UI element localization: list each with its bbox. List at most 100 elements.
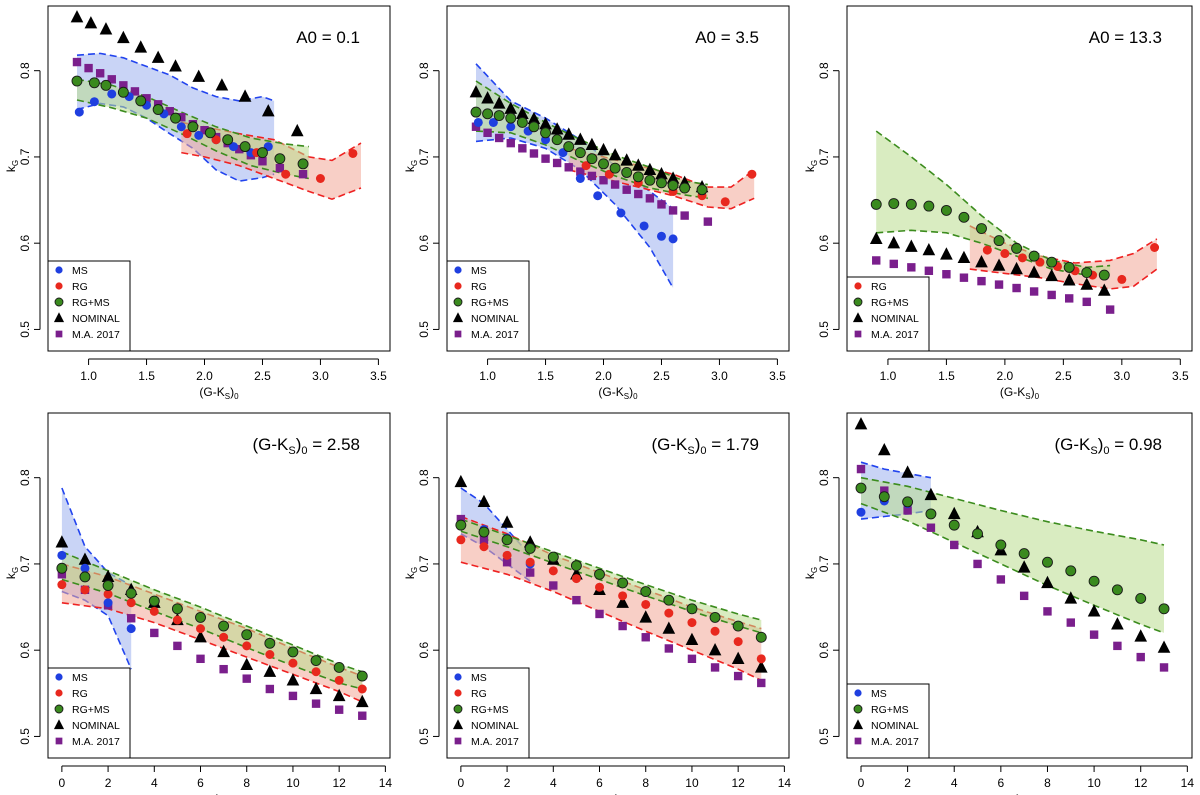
point-nominal — [957, 250, 971, 264]
point-m-a-2017 — [950, 540, 959, 550]
point-m-a-2017 — [1047, 290, 1056, 300]
x-tick-label: 14 — [1181, 776, 1195, 790]
y-tick-label: 0.7 — [417, 555, 431, 572]
point-nominal — [854, 417, 868, 430]
point-m-a-2017 — [483, 128, 492, 137]
point-rg-ms — [656, 177, 667, 189]
point-nominal — [877, 442, 891, 456]
point-ms — [80, 563, 90, 573]
point-nominal — [78, 552, 92, 565]
y-tick-label: 0.5 — [817, 321, 831, 338]
point-rg — [1117, 274, 1127, 284]
point-nominal — [1157, 640, 1171, 653]
point-rg-ms — [125, 587, 137, 599]
point-ms — [194, 130, 204, 140]
x-tick-label: 6 — [197, 776, 204, 790]
point-m-a-2017 — [288, 691, 298, 701]
point-nominal — [1041, 575, 1054, 589]
panel-title: (G-KS)0 = 1.79 — [652, 435, 760, 457]
point-nominal — [454, 474, 468, 488]
point-rg — [281, 169, 291, 179]
point-nominal — [504, 101, 518, 114]
legend-label: NOMINAL — [72, 313, 120, 325]
legend-label: RG — [72, 688, 88, 700]
point-rg-ms — [640, 586, 652, 597]
point-rg-ms — [958, 211, 970, 223]
point-nominal — [685, 632, 699, 646]
x-axis-label: A0 — [213, 792, 226, 795]
point-rg-ms — [470, 106, 482, 118]
legend-label: RG+MS — [871, 297, 909, 309]
legend-label: NOMINAL — [72, 720, 120, 732]
point-m-a-2017 — [996, 575, 1006, 584]
point-m-a-2017 — [242, 674, 251, 683]
legend-label: RG+MS — [72, 704, 110, 716]
panel-title: A0 = 0.1 — [296, 28, 360, 47]
point-rg-ms — [195, 611, 206, 623]
point-m-a-2017 — [872, 256, 881, 265]
point-rg — [149, 606, 159, 616]
point-nominal — [309, 681, 323, 695]
x-axis-label: (G-KS)0 — [1000, 385, 1040, 401]
point-ms — [668, 234, 678, 244]
point-rg — [219, 632, 229, 642]
point-m-a-2017 — [502, 558, 512, 567]
point-rg-ms — [1111, 584, 1123, 596]
point-nominal — [539, 117, 552, 130]
plot-frame — [846, 5, 1193, 352]
point-nominal — [852, 719, 864, 730]
point-rg-ms — [170, 112, 181, 124]
legend-label: NOMINAL — [871, 313, 919, 325]
point-rg — [720, 197, 730, 207]
point-m-a-2017 — [907, 263, 916, 272]
point-nominal — [84, 16, 98, 29]
point-m-a-2017 — [494, 133, 504, 143]
point-rg — [172, 615, 182, 625]
panel-title: (G-KS)0 = 2.58 — [253, 435, 361, 457]
legend-label: RG+MS — [72, 297, 110, 309]
band-rg-lower — [460, 561, 762, 682]
x-tick-label: 6 — [998, 776, 1005, 790]
legend-label: M.A. 2017 — [871, 329, 919, 341]
point-rg-ms — [187, 121, 199, 133]
point-m-a-2017 — [219, 664, 228, 674]
y-tick-label: 0.5 — [18, 728, 32, 745]
legend-label: NOMINAL — [471, 313, 519, 325]
point-nominal — [901, 465, 914, 478]
point-nominal — [620, 153, 634, 166]
point-m-a-2017 — [1159, 663, 1169, 672]
y-tick-label: 0.8 — [417, 469, 431, 486]
point-nominal — [924, 487, 938, 501]
point-nominal — [261, 104, 275, 117]
band-rgms-lower — [876, 229, 1111, 276]
point-m-a-2017 — [1082, 297, 1091, 307]
point-m-a-2017 — [456, 514, 466, 524]
point-rg-ms — [453, 704, 463, 714]
panel-6: 0 2 4 6 8 10 12 14 A0 0.5 0.6 0.7 0.8 kG (G-KS)0 = 0.9… — [803, 412, 1195, 795]
point-nominal — [452, 719, 464, 730]
point-ms — [616, 208, 626, 218]
legend: MS RG+MS NOMINAL M.A. 2017 — [846, 683, 930, 759]
point-nominal — [731, 651, 745, 664]
point-nominal — [585, 137, 599, 151]
point-rg-ms — [888, 198, 900, 209]
point-nominal — [608, 148, 622, 161]
x-tick-label: 2.0 — [595, 369, 612, 383]
point-rg — [55, 689, 63, 697]
point-ms — [575, 174, 585, 183]
point-m-a-2017 — [72, 57, 82, 67]
point-m-a-2017 — [57, 570, 67, 579]
panel-title: A0 = 13.3 — [1089, 28, 1162, 47]
point-m-a-2017 — [973, 559, 982, 569]
point-nominal — [947, 506, 961, 520]
point-rg-ms — [853, 297, 863, 307]
point-rg-ms — [239, 141, 251, 153]
point-nominal — [754, 660, 768, 673]
point-nominal — [1064, 591, 1078, 604]
band-ms-upper — [76, 52, 275, 102]
point-rg-ms — [1011, 242, 1023, 254]
point-rg-ms — [923, 200, 935, 212]
point-nominal — [492, 96, 506, 109]
point-rg-ms — [356, 670, 368, 682]
point-rg-ms — [1028, 250, 1040, 262]
